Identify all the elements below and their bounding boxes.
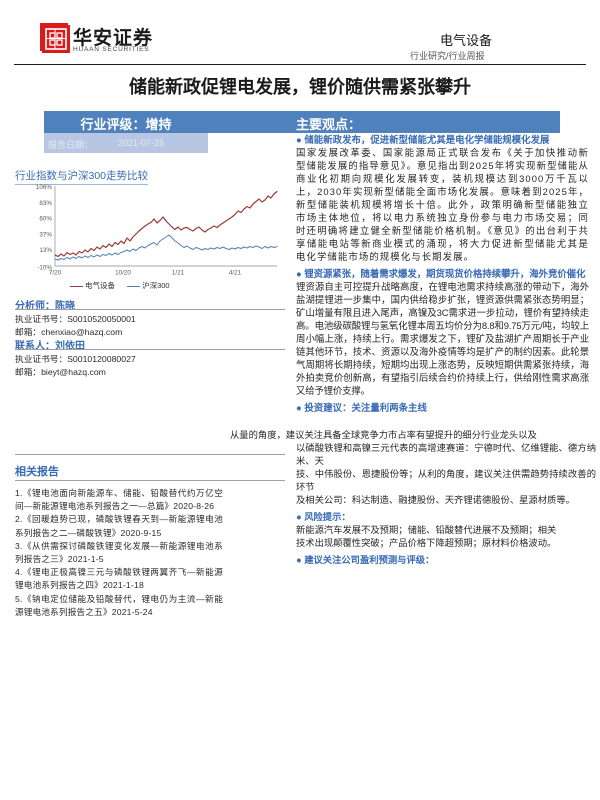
svg-text:106%: 106% — [36, 184, 53, 191]
svg-text:60%: 60% — [39, 216, 52, 223]
svg-text:13%: 13% — [39, 247, 52, 254]
svg-text:4/21: 4/21 — [229, 270, 242, 277]
svg-text:83%: 83% — [39, 200, 52, 207]
svg-text:7/20: 7/20 — [49, 270, 62, 277]
svg-text:37%: 37% — [39, 231, 52, 238]
svg-text:10/20: 10/20 — [115, 270, 131, 277]
svg-text:1/21: 1/21 — [172, 270, 185, 277]
